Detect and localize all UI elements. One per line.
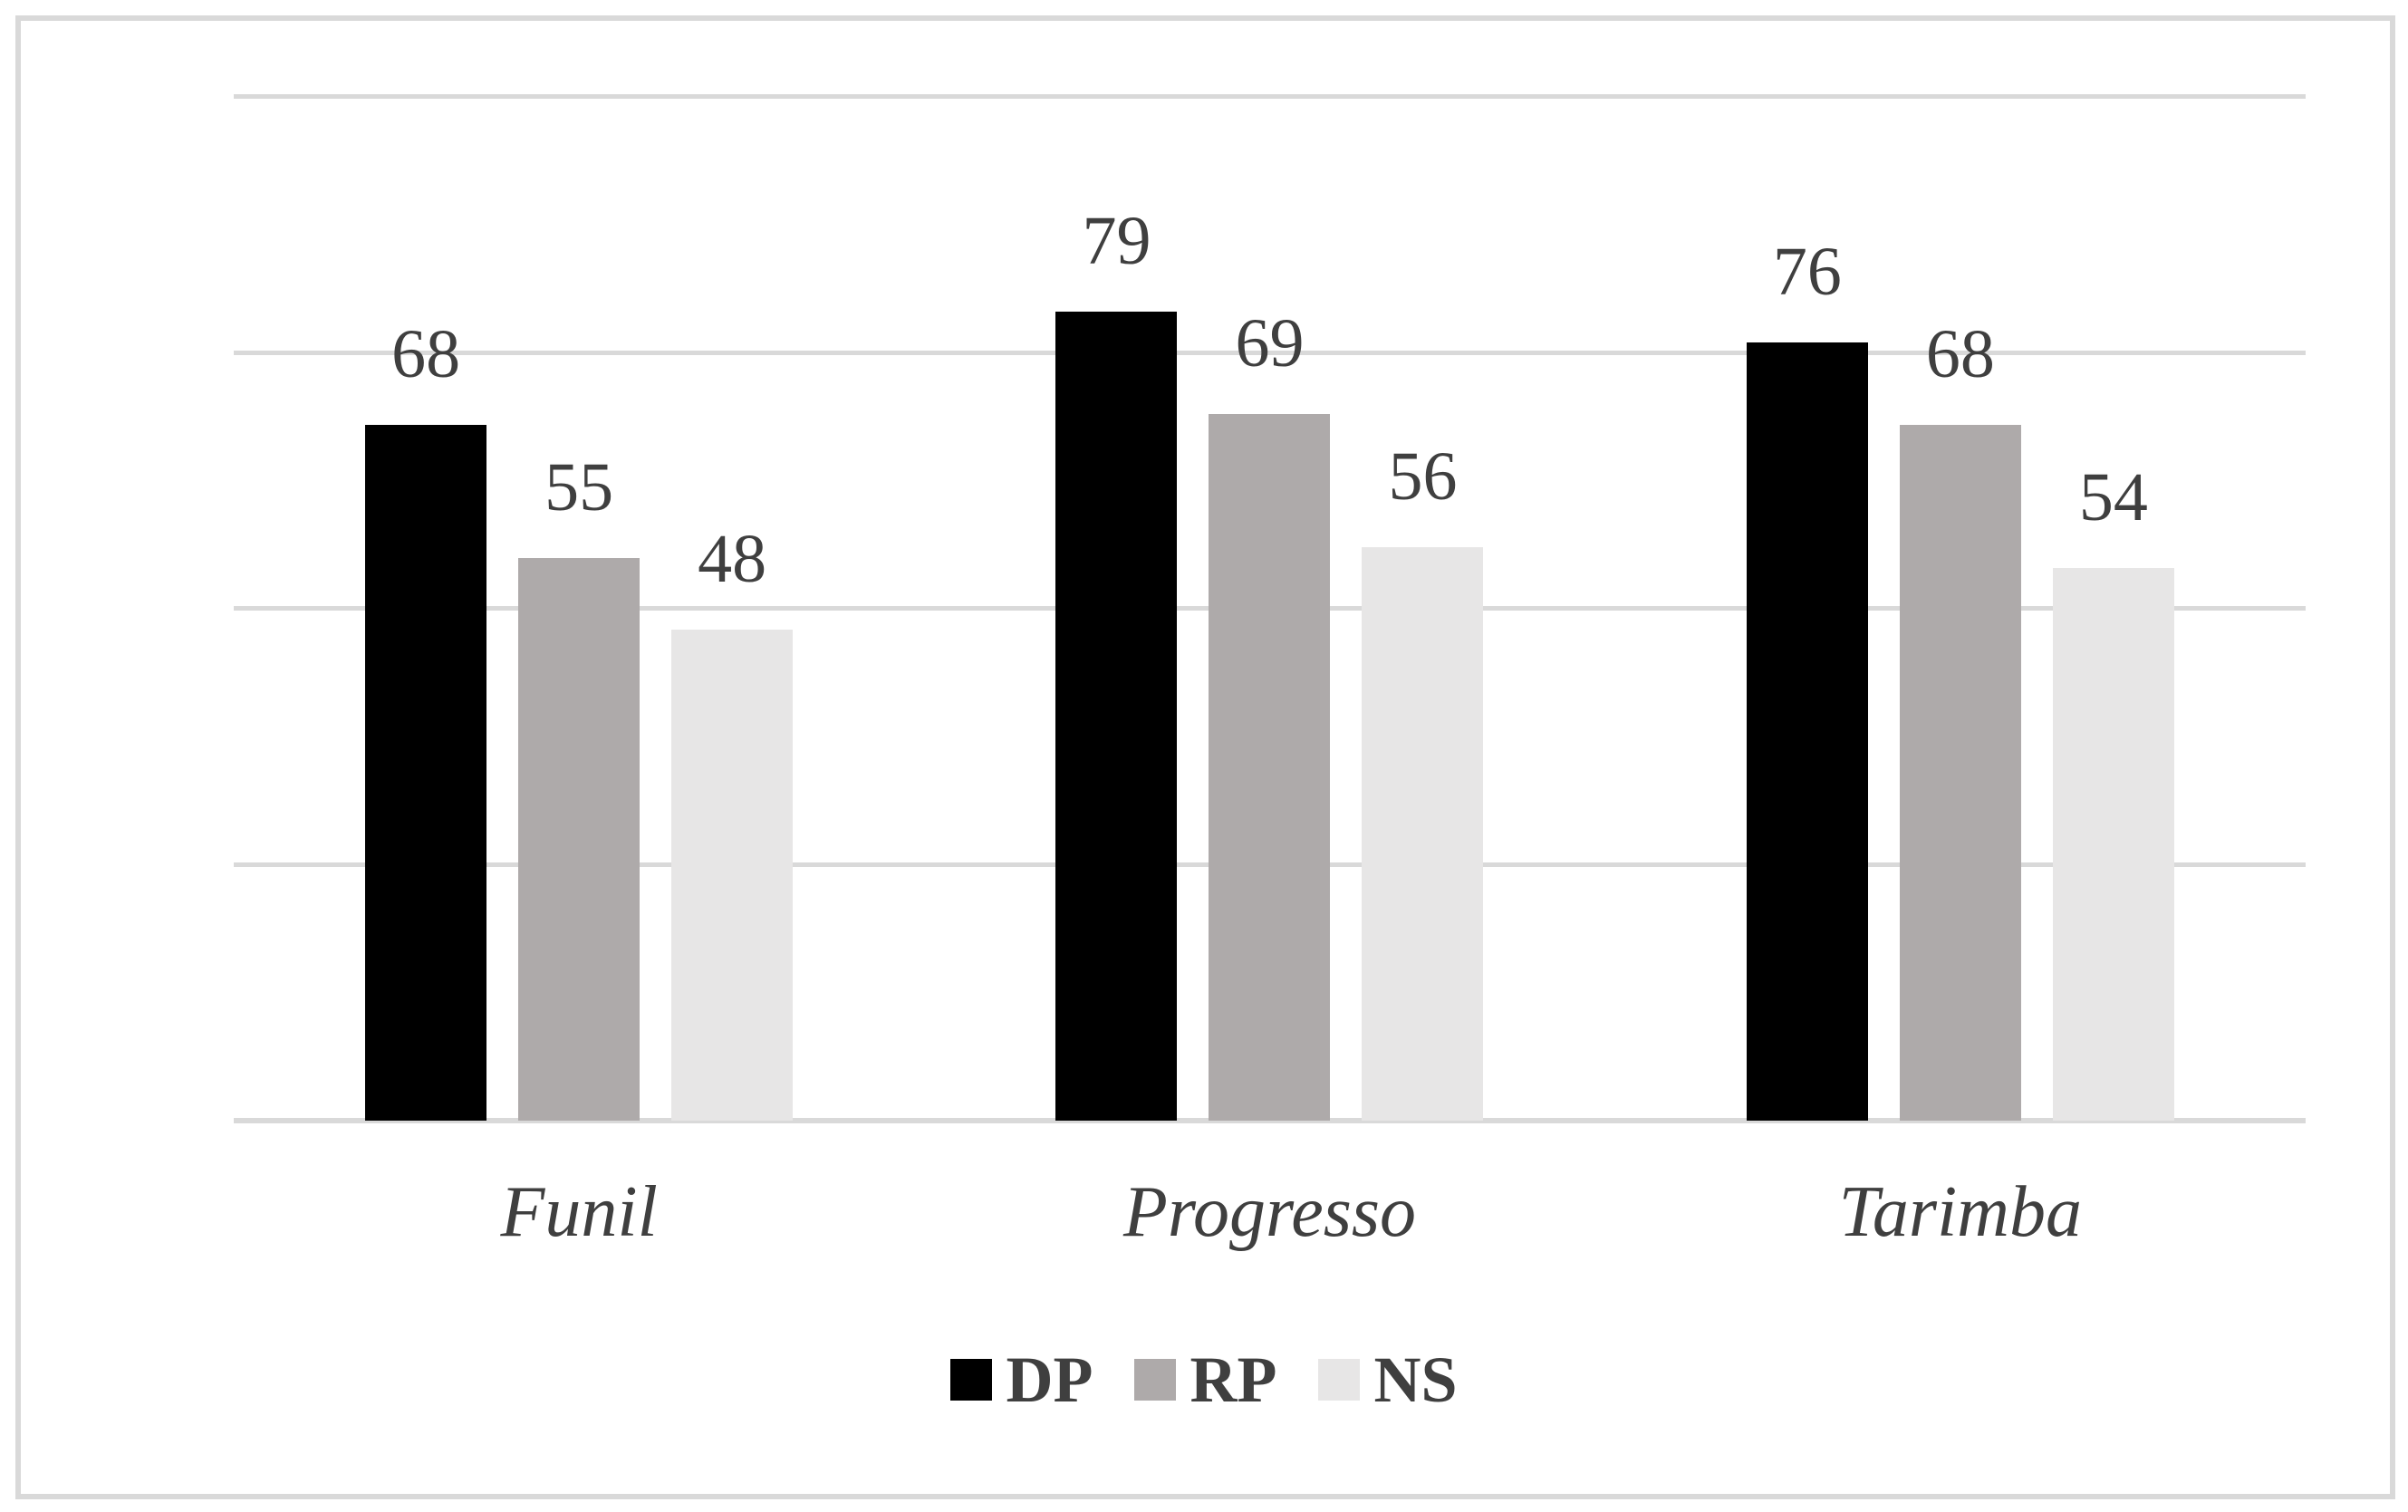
bar-rp-funil: 55 — [518, 453, 641, 1121]
bar-group-progresso: 79 69 56 — [924, 97, 1614, 1121]
legend-item-dp: DP — [950, 1341, 1093, 1419]
bar-group-tarimba: 76 68 54 — [1615, 97, 2306, 1121]
legend: DP RP NS — [0, 1341, 2408, 1419]
category-label-funil: Funil — [500, 1172, 658, 1252]
gridline-75 — [234, 350, 2306, 355]
data-label-rp-progresso: 69 — [1235, 305, 1305, 382]
data-label-dp-tarimba: 76 — [1772, 234, 1842, 311]
data-label-dp-progresso: 79 — [1082, 203, 1151, 280]
legend-item-ns: NS — [1318, 1341, 1458, 1419]
x-axis-line — [234, 1118, 2306, 1123]
chart-frame — [15, 15, 2395, 1499]
category-label-progresso: Progresso — [1123, 1172, 1416, 1252]
data-label-rp-funil: 55 — [544, 448, 614, 525]
category-axis-labels: Funil Progresso Tarimba — [234, 1169, 2306, 1256]
bar-dp-progresso: 79 — [1055, 207, 1178, 1121]
bar-rp-tarimba: 68 — [1899, 320, 2021, 1121]
legend-swatch-dp — [950, 1359, 993, 1401]
legend-item-rp: RP — [1134, 1341, 1276, 1419]
bar-rp-progresso: 69 — [1209, 309, 1331, 1121]
legend-swatch-rp — [1134, 1359, 1177, 1401]
category-label-tarimba: Tarimba — [1838, 1172, 2082, 1252]
bar-ns-funil: 48 — [671, 525, 794, 1121]
bar-ns-tarimba: 54 — [2052, 463, 2174, 1121]
legend-label-rp: RP — [1190, 1343, 1277, 1416]
gridline-100 — [234, 94, 2306, 99]
legend-swatch-ns — [1318, 1359, 1361, 1401]
bar-ns-progresso: 56 — [1362, 442, 1484, 1121]
data-label-rp-tarimba: 68 — [1925, 315, 1995, 392]
legend-label-ns: NS — [1373, 1343, 1458, 1416]
bar-dp-funil: 68 — [365, 320, 487, 1121]
data-label-ns-funil: 48 — [698, 520, 767, 597]
plot-area: 68 55 48 79 69 56 76 68 54 — [234, 94, 2306, 1123]
bar-dp-tarimba: 76 — [1746, 237, 1868, 1121]
data-label-ns-progresso: 56 — [1388, 438, 1458, 515]
data-label-dp-funil: 68 — [391, 315, 461, 392]
data-label-ns-tarimba: 54 — [2078, 458, 2148, 535]
legend-label-dp: DP — [1006, 1343, 1093, 1416]
bar-group-funil: 68 55 48 — [234, 97, 924, 1121]
